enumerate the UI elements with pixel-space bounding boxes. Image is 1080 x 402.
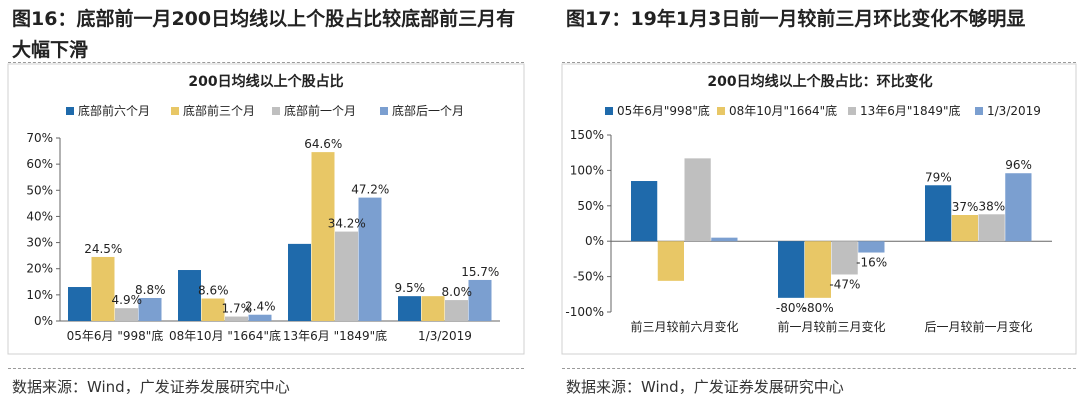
chart1-y-tick-label-4: 40%	[26, 209, 53, 223]
chart2-bar-0-3	[711, 237, 738, 242]
chart2-bar-0-2	[684, 158, 711, 242]
chart1-y-tick-label-1: 10%	[26, 288, 53, 302]
chart2-data-label-0: -80%	[776, 301, 807, 315]
chart2-legend-swatch-2	[848, 107, 856, 115]
chart2-y-tick-label-1: -50%	[573, 270, 604, 284]
figure-17-title: 图17：19年1月3日前一月较前三月环比变化不够明显	[566, 8, 1026, 30]
chart1-category-label-1: 08年10月 "1664"底	[169, 328, 281, 343]
chart1-bar-0-3	[138, 297, 162, 321]
chart1-data-label-9: 9.5%	[395, 281, 426, 295]
chart1-data-label-1: 4.9%	[112, 293, 143, 307]
chart1-data-label-11: 15.7%	[461, 265, 499, 279]
chart2-bar-1-0	[778, 241, 805, 298]
chart2-y-tick-label-0: -100%	[565, 305, 604, 319]
chart1-bar-3-3	[468, 279, 492, 321]
chart1-bar-1-0	[178, 270, 201, 321]
chart1-data-label-7: 34.2%	[328, 217, 366, 231]
chart2-y-tick-label-2: 0%	[585, 234, 604, 248]
chart1-bar-2-2	[335, 231, 358, 321]
figure-16-title: 图16：底部前一月200日均线以上个股占比较底部前三月有大幅下滑	[12, 8, 516, 61]
chart2-category-label-2: 后一月较前一月变化	[924, 319, 1032, 334]
chart2-data-label-4: 79%	[925, 170, 952, 184]
chart1-category-label-3: 1/3/2019	[418, 329, 472, 343]
chart2-bar-2-1	[951, 215, 978, 242]
chart2-legend-label-0: 05年6月"998"底	[617, 103, 710, 118]
chart1-bar-0-2	[115, 308, 138, 321]
chart2-y-tick-label-3: 50%	[577, 199, 604, 213]
chart2-data-label-7: 96%	[1005, 158, 1032, 172]
chart1-data-label-3: 8.6%	[198, 284, 229, 298]
chart2-legend-label-3: 1/3/2019	[987, 104, 1041, 118]
chart1-legend-label-1: 底部前三个月	[183, 103, 255, 118]
figure-16-top-divider	[8, 62, 524, 63]
chart1-legend-label-2: 底部前一个月	[284, 103, 356, 118]
chart2-data-label-6: 38%	[979, 199, 1006, 213]
chart1-legend-label-3: 底部后一个月	[392, 103, 464, 118]
chart1-legend-label-0: 底部前六个月	[78, 103, 150, 118]
chart1-bar-1-1	[201, 298, 225, 321]
chart1-data-label-4: 1.7%	[222, 302, 253, 316]
chart1-y-tick-label-0: 0%	[34, 314, 53, 328]
chart1-bar-0-1	[91, 256, 115, 321]
figure-16-source: 数据来源：Wind，广发证券发展研究中心	[12, 378, 290, 396]
chart2-bar-2-3	[1005, 173, 1032, 242]
chart2-legend-swatch-1	[717, 107, 725, 115]
chart2-legend-swatch-0	[605, 107, 613, 115]
chart1-data-label-5: 2.4%	[245, 300, 276, 314]
figure-17-source: 数据来源：Wind，广发证券发展研究中心	[566, 378, 844, 396]
chart2-bar-0-0	[631, 181, 658, 242]
chart1-bar-2-3	[358, 197, 382, 321]
chart1-legend-swatch-1	[171, 107, 179, 115]
chart1-bar-2-0	[288, 243, 311, 321]
chart2-y-tick-label-4: 100%	[570, 163, 604, 177]
chart2-data-label-5: 37%	[952, 200, 979, 214]
chart1-data-label-6: 64.6%	[304, 137, 342, 151]
chart1-frame	[7, 63, 525, 355]
chart1-y-tick-label-3: 30%	[26, 236, 53, 250]
figure-16-bottom-divider	[8, 368, 524, 369]
chart1-y-tick-label-7: 70%	[26, 131, 53, 145]
chart2-frame	[561, 63, 1077, 355]
chart2-bar-0-1	[657, 241, 684, 281]
chart2-category-label-0: 前三月较前六月变化	[630, 319, 738, 334]
chart1-bar-3-2	[445, 300, 468, 321]
chart2-bar-1-1	[804, 241, 831, 298]
chart1-bar-1-2	[225, 316, 248, 321]
chart2-legend-swatch-3	[975, 107, 983, 115]
chart1-bar-3-0	[398, 296, 421, 321]
chart1-data-label-10: 8.0%	[442, 285, 473, 299]
chart1-legend-swatch-2	[272, 107, 280, 115]
chart2-title: 200日均线以上个股占比：环比变化	[707, 73, 932, 90]
chart1-legend-swatch-3	[380, 107, 388, 115]
figure-17-bottom-divider	[562, 368, 1076, 369]
chart2-bar-2-2	[978, 214, 1005, 242]
chart2-data-label-1: -80%	[803, 301, 834, 315]
chart1-bar-3-1	[421, 296, 445, 321]
chart1-data-label-2: 8.8%	[135, 283, 166, 297]
chart2-bar-1-3	[858, 241, 885, 253]
chart1-title: 200日均线以上个股占比	[188, 73, 343, 90]
chart2-bar-2-0	[925, 185, 952, 242]
chart1-category-label-2: 13年6月 "1849"底	[283, 328, 387, 343]
chart2-category-label-1: 前一月较前三月变化	[777, 319, 885, 334]
chart1-y-tick-label-6: 60%	[26, 157, 53, 171]
chart1-bar-2-1	[311, 152, 335, 321]
chart1-category-label-0: 05年6月 "998"底	[67, 328, 164, 343]
chart1-y-tick-label-5: 50%	[26, 183, 53, 197]
chart2-legend-label-1: 08年10月"1664"底	[729, 103, 837, 118]
chart2-y-tick-label-5: 150%	[570, 128, 604, 142]
chart1-legend-swatch-0	[66, 107, 74, 115]
chart2-data-label-3: -16%	[856, 256, 887, 270]
chart1-bar-1-3	[248, 314, 272, 321]
chart1-bar-0-0	[68, 287, 91, 321]
chart1-y-tick-label-2: 20%	[26, 262, 53, 276]
chart2-bar-1-2	[831, 241, 858, 275]
chart2-legend-label-2: 13年6月"1849"底	[860, 103, 960, 118]
figure-17-top-divider	[562, 62, 1076, 63]
chart2-data-label-2: -47%	[829, 277, 860, 291]
chart1-data-label-8: 47.2%	[351, 183, 389, 197]
chart1-data-label-0: 24.5%	[84, 242, 122, 256]
